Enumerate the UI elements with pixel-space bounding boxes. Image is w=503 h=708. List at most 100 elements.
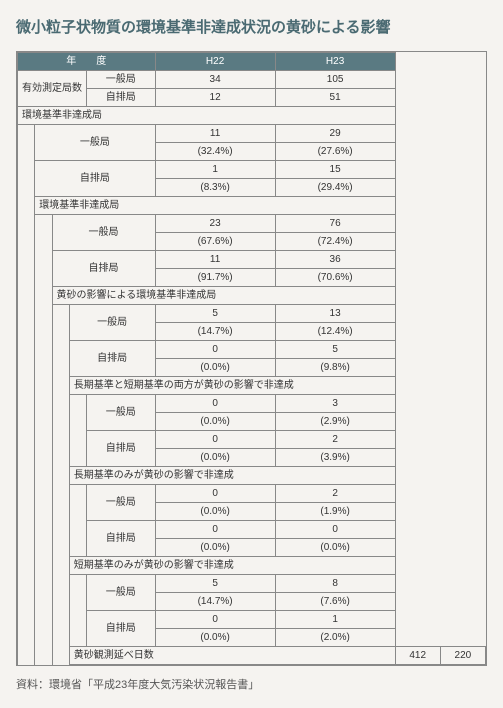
cell: (14.7%) <box>155 323 275 341</box>
cell: 5 <box>155 575 275 593</box>
table-row: 一般局 1129 <box>18 125 486 143</box>
cell: (12.4%) <box>275 323 395 341</box>
row-sublabel: 一般局 <box>69 305 155 341</box>
cell: 29 <box>275 125 395 143</box>
cell: (1.9%) <box>275 503 395 521</box>
cell: (14.7%) <box>155 593 275 611</box>
table-row: 自排局 00 <box>18 521 486 539</box>
cell: 0 <box>275 521 395 539</box>
row-sublabel: 自排局 <box>69 341 155 377</box>
section-label: 環境基準非達成局 <box>18 107 396 125</box>
cell: 412 <box>395 647 440 665</box>
cell: 105 <box>275 71 395 89</box>
section-row: 黄砂の影響による環境基準非達成局 <box>18 287 486 305</box>
cell: 2 <box>275 431 395 449</box>
table-row: 一般局 02 <box>18 485 486 503</box>
cell: (0.0%) <box>275 539 395 557</box>
cell: 5 <box>155 305 275 323</box>
row-sublabel: 自排局 <box>87 521 156 557</box>
section-row: 環境基準非達成局 <box>18 107 486 125</box>
table-row: 黄砂観測延べ日数 412 220 <box>18 647 486 665</box>
cell: (3.9%) <box>275 449 395 467</box>
cell: (91.7%) <box>155 269 275 287</box>
cell: (29.4%) <box>275 179 395 197</box>
cell: 0 <box>155 611 275 629</box>
row-sublabel: 自排局 <box>52 251 155 287</box>
cell: (0.0%) <box>155 359 275 377</box>
cell: (0.0%) <box>155 539 275 557</box>
section-row: 長期基準と短期基準の両方が黄砂の影響で非達成 <box>18 377 486 395</box>
cell: 3 <box>275 395 395 413</box>
cell: 2 <box>275 485 395 503</box>
section-label: 黄砂の影響による環境基準非達成局 <box>52 287 395 305</box>
cell: (7.6%) <box>275 593 395 611</box>
cell: (70.6%) <box>275 269 395 287</box>
cell: (2.9%) <box>275 413 395 431</box>
cell: (0.0%) <box>155 449 275 467</box>
table-row: 自排局 1136 <box>18 251 486 269</box>
cell: 12 <box>155 89 275 107</box>
cell: 0 <box>155 431 275 449</box>
row-sublabel: 自排局 <box>35 161 155 197</box>
cell: (0.0%) <box>155 413 275 431</box>
cell: 36 <box>275 251 395 269</box>
cell: (0.0%) <box>155 629 275 647</box>
cell: (0.0%) <box>155 503 275 521</box>
header-row: 年 度 H22 H23 <box>18 53 486 71</box>
page-title: 微小粒子状物質の環境基準非達成状況の黄砂による影響 <box>16 16 487 37</box>
cell: 5 <box>275 341 395 359</box>
cell: 0 <box>155 395 275 413</box>
cell: 220 <box>440 647 485 665</box>
cell: 0 <box>155 341 275 359</box>
row-sublabel: 自排局 <box>87 89 156 107</box>
table-row: 一般局 03 <box>18 395 486 413</box>
table-row: 一般局 2376 <box>18 215 486 233</box>
cell: (72.4%) <box>275 233 395 251</box>
col-year: 年 度 <box>18 53 156 71</box>
row-label: 有効測定局数 <box>18 71 87 107</box>
data-table: 年 度 H22 H23 有効測定局数 一般局 34 105 自排局 12 51 … <box>17 52 486 665</box>
table-row: 自排局 12 51 <box>18 89 486 107</box>
cell: 11 <box>155 125 275 143</box>
section-label: 長期基準と短期基準の両方が黄砂の影響で非達成 <box>69 377 395 395</box>
row-sublabel: 一般局 <box>87 485 156 521</box>
cell: 1 <box>275 611 395 629</box>
cell: 34 <box>155 71 275 89</box>
row-sublabel: 一般局 <box>87 71 156 89</box>
cell: 13 <box>275 305 395 323</box>
cell: 0 <box>155 485 275 503</box>
cell: (67.6%) <box>155 233 275 251</box>
section-label: 長期基準のみが黄砂の影響で非達成 <box>69 467 395 485</box>
table-row: 一般局 58 <box>18 575 486 593</box>
row-label: 黄砂観測延べ日数 <box>69 647 395 665</box>
section-row: 環境基準非達成局 <box>18 197 486 215</box>
cell: 11 <box>155 251 275 269</box>
cell: (32.4%) <box>155 143 275 161</box>
row-sublabel: 自排局 <box>87 431 156 467</box>
table-row: 自排局 05 <box>18 341 486 359</box>
row-sublabel: 一般局 <box>35 125 155 161</box>
cell: 76 <box>275 215 395 233</box>
section-label: 環境基準非達成局 <box>35 197 395 215</box>
row-sublabel: 一般局 <box>87 575 156 611</box>
cell: 23 <box>155 215 275 233</box>
cell: 15 <box>275 161 395 179</box>
row-sublabel: 自排局 <box>87 611 156 647</box>
section-row: 短期基準のみが黄砂の影響で非達成 <box>18 557 486 575</box>
table-row: 自排局 115 <box>18 161 486 179</box>
row-sublabel: 一般局 <box>52 215 155 251</box>
cell: (9.8%) <box>275 359 395 377</box>
section-label: 短期基準のみが黄砂の影響で非達成 <box>69 557 395 575</box>
col-h23: H23 <box>275 53 395 71</box>
cell: 51 <box>275 89 395 107</box>
cell: 1 <box>155 161 275 179</box>
cell: (27.6%) <box>275 143 395 161</box>
cell: 8 <box>275 575 395 593</box>
col-h22: H22 <box>155 53 275 71</box>
row-sublabel: 一般局 <box>87 395 156 431</box>
source-note: 資料：環境省「平成23年度大気汚染状況報告書」 <box>16 676 487 692</box>
cell: (2.0%) <box>275 629 395 647</box>
table-row: 自排局 01 <box>18 611 486 629</box>
cell: (8.3%) <box>155 179 275 197</box>
table-row: 一般局 513 <box>18 305 486 323</box>
